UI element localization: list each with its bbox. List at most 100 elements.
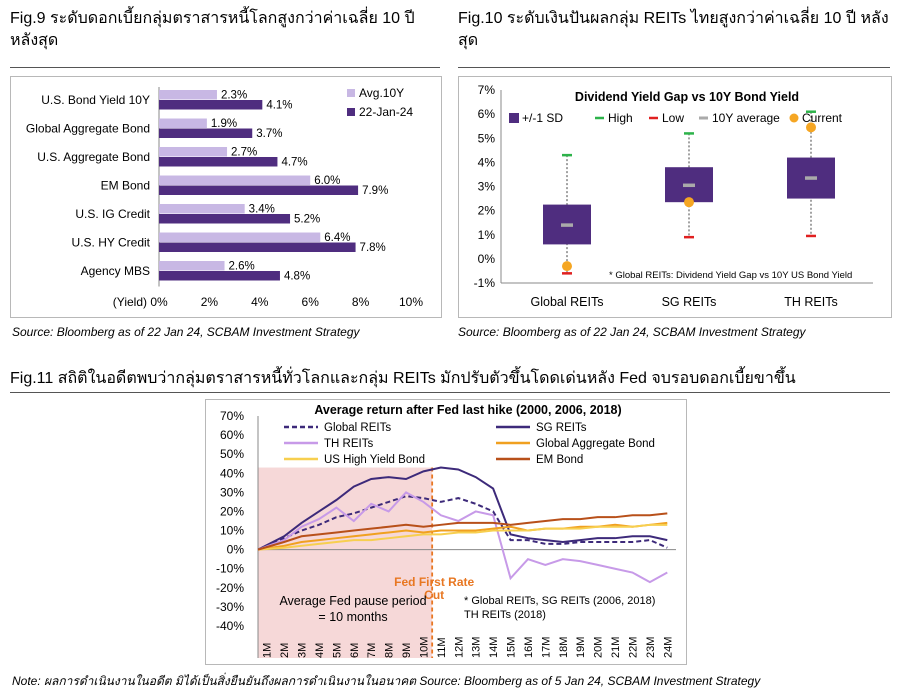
fig10-title-rule — [458, 67, 890, 68]
fig10-legend-label: +/-1 SD — [522, 111, 563, 125]
fig11-note: Note: ผลการดำเนินงานในอดีต มิได้เป็นสิ่ง… — [12, 674, 761, 688]
fig9-x-tick: 6% — [302, 295, 320, 309]
fig9-bar-current — [159, 242, 356, 252]
fig9-bar-avg10y — [159, 204, 245, 214]
fig9-chart-frame: U.S. Bond Yield 10Y 2.3% 4.1% Global Aggreg… — [10, 76, 442, 318]
fig9-data-label: 4.7% — [281, 157, 307, 169]
fig10-source: Source: Bloomberg as of 22 Jan 24, SCBAM… — [458, 325, 806, 339]
fig11-series-line — [257, 495, 668, 551]
fig9-bar-current — [159, 214, 291, 224]
fig11-x-tick: 15M — [506, 637, 518, 658]
fig9-x-tick: 0% — [150, 295, 168, 309]
fig9-data-label: 2.6% — [229, 261, 255, 273]
fig11-y-tick: 50% — [220, 447, 244, 461]
fig9-bar-avg10y — [159, 175, 311, 185]
fig10-y-tick: 7% — [478, 83, 496, 97]
fig9-data-label: 4.1% — [266, 100, 292, 112]
fig11-x-tick: 2M — [279, 643, 291, 658]
fig11-x-tick: 21M — [610, 637, 622, 658]
fig11-pause-label: Average Fed pause period — [279, 594, 426, 608]
fig9-bar-current — [159, 128, 253, 138]
fig9-bar-avg10y — [159, 147, 228, 157]
fig10-category-label: TH REITs — [784, 295, 837, 309]
fig11-y-tick: -10% — [216, 562, 244, 576]
fig11-chart-title: Average return after Fed last hike (2000… — [314, 403, 621, 417]
fig10-category-label: SG REITs — [662, 295, 717, 309]
fig11-legend-label: EM Bond — [536, 454, 583, 466]
fig11-x-tick: 14M — [488, 637, 500, 658]
fig9-data-label: 1.9% — [211, 118, 237, 130]
fig11-fed-cut-label: Cut — [424, 588, 444, 602]
fig11-x-tick: 11M — [436, 637, 448, 658]
fig9-data-label: 3.4% — [249, 204, 275, 216]
fig11-footnote: * Global REITs, SG REITs (2006, 2018) — [464, 595, 655, 607]
fig11-x-tick: 9M — [401, 643, 413, 658]
fig11-series-line — [257, 512, 668, 551]
fig10-chart-title: Dividend Yield Gap vs 10Y Bond Yield — [575, 90, 799, 104]
fig11-fed-cut-label: Fed First Rate — [394, 575, 474, 589]
fig10-legend-label: 10Y average — [712, 111, 780, 125]
fig9-bar-avg10y — [159, 90, 217, 100]
fig10-y-tick: 1% — [478, 228, 496, 242]
fig11-x-tick: 6M — [349, 643, 361, 658]
fig10-chart-frame: -1% 0% 1% 2% 3% 4% 5% 6% 7% Dividend Yield Gap vs… — [458, 76, 892, 318]
fig11-legend-label: SG REITs — [536, 422, 587, 434]
fig11-x-tick: 1M — [262, 643, 274, 658]
fig11-x-tick: 8M — [384, 643, 396, 658]
fig9-data-label: 5.2% — [294, 214, 320, 226]
fig11-x-tick: 13M — [471, 637, 483, 658]
fig11-series-line — [257, 466, 668, 551]
fig9-category-label: Agency MBS — [81, 264, 150, 278]
fig11-x-tick: 20M — [593, 637, 605, 658]
fig11-y-tick: 0% — [227, 543, 245, 557]
fig10-y-tick: -1% — [474, 276, 496, 290]
fig11-x-tick: 16M — [523, 637, 535, 658]
fig11-y-tick: 10% — [220, 524, 244, 538]
fig11-y-tick: 40% — [220, 466, 244, 480]
fig11-y-tick: -40% — [216, 619, 244, 633]
fig9-bar-avg10y — [159, 232, 321, 242]
fig11-y-tick: 60% — [220, 428, 244, 442]
fig10-current-point — [684, 197, 694, 208]
fig11-chart-frame: 70% 60% 50% 40% 30% 20% 10% 0% -10% -20% -30% -40% 1… — [205, 399, 687, 665]
fig10-legend-label: Current — [802, 111, 843, 125]
fig9-title-rule — [10, 67, 440, 68]
fig11-legend-label: Global REITs — [324, 422, 391, 434]
fig10-legend-label: Low — [662, 111, 684, 125]
fig9-data-label: 6.0% — [314, 175, 340, 187]
fig11-pause-region — [258, 467, 433, 658]
fig11-legend-label: TH REITs — [324, 438, 373, 450]
fig10-legend-label: High — [608, 111, 633, 125]
fig11-y-tick: -20% — [216, 581, 244, 595]
fig10-category-label: Global REITs — [531, 295, 604, 309]
fig11-x-tick: 19M — [575, 637, 587, 658]
fig9-chart: U.S. Bond Yield 10Y 2.3% 4.1% Global Aggreg… — [26, 86, 423, 309]
fig11-chart: 70% 60% 50% 40% 30% 20% 10% 0% -10% -20% -30% -40% 1… — [216, 403, 676, 658]
fig11-x-tick: 17M — [540, 637, 552, 658]
fig9-data-label: 3.7% — [256, 128, 282, 140]
fig9-axis-unit: (Yield) — [113, 295, 147, 309]
fig9-category-label: Global Aggregate Bond — [26, 122, 150, 136]
fig9-legend-label: Avg.10Y — [359, 86, 404, 100]
fig10-legend-swatch-sd — [509, 113, 519, 123]
fig9-category-label: U.S. Aggregate Bond — [37, 150, 150, 164]
fig10-y-tick: 5% — [478, 131, 496, 145]
fig9-data-label: 2.3% — [221, 90, 247, 102]
fig9-data-label: 6.4% — [324, 232, 350, 244]
fig11-title: Fig.11 สถิติในอดีตพบว่ากลุ่มตราสารหนี้ทั… — [10, 370, 796, 387]
fig9-legend-label: 22-Jan-24 — [359, 105, 413, 119]
fig11-series-line — [257, 523, 668, 551]
fig11-y-tick: 20% — [220, 504, 244, 518]
fig9-x-tick: 10% — [399, 295, 423, 309]
fig9-category-label: U.S. IG Credit — [75, 207, 150, 221]
fig10-y-tick: 4% — [478, 155, 496, 169]
fig10-legend-swatch-current — [789, 113, 799, 123]
fig10-annotation: * Global REITs: Dividend Yield Gap vs 10… — [609, 270, 852, 281]
fig9-category-label: EM Bond — [101, 179, 150, 193]
fig10-y-tick: 2% — [478, 204, 496, 218]
fig11-x-tick: 22M — [627, 637, 639, 658]
fig10-title: Fig.10 ระดับเงินปันผลกลุ่ม REITs ไทยสูงก… — [458, 10, 889, 49]
fig9-data-label: 4.8% — [284, 271, 310, 283]
fig11-y-tick: -30% — [216, 600, 244, 614]
fig11-x-tick: 18M — [558, 637, 570, 658]
